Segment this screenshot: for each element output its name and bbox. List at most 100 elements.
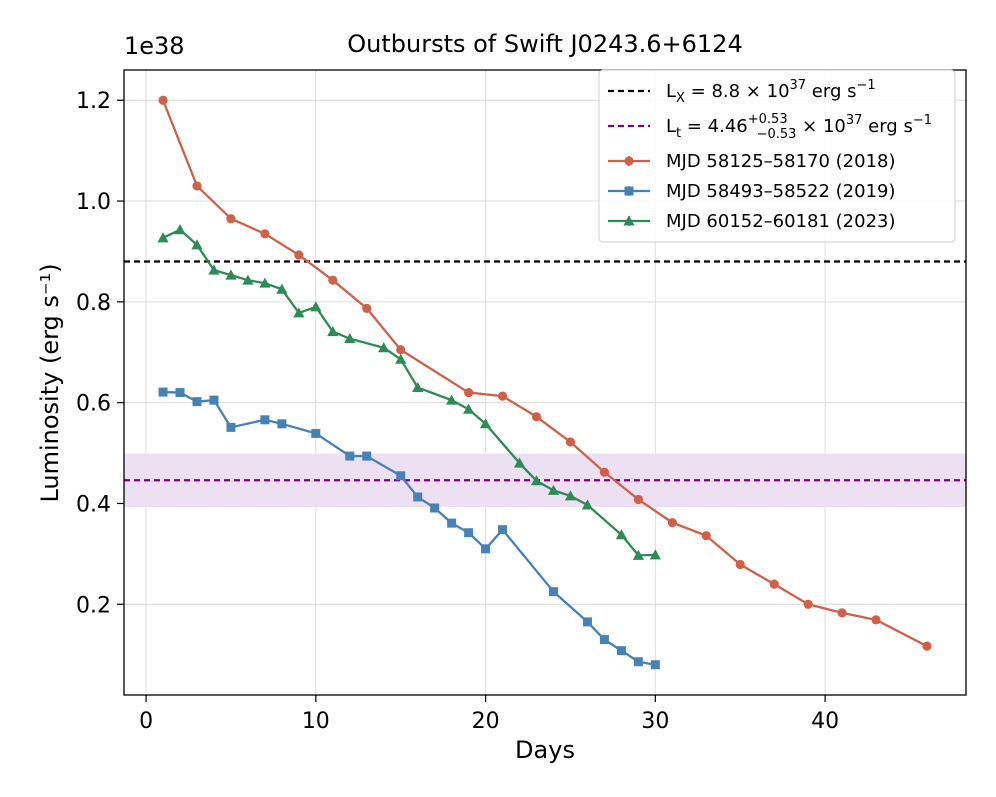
data-point-2 — [327, 325, 339, 337]
data-point-0 — [735, 559, 745, 570]
axis-ticks: 0 10 20 30 40 0.2 0.4 0.6 0.8 1.0 1.2 — [76, 89, 839, 734]
data-point-2 — [412, 381, 424, 393]
legend-lt-unit-exp: −1 — [913, 113, 932, 128]
data-point-1 — [277, 419, 287, 429]
series-2 — [157, 224, 661, 560]
legend-lx-sub: X — [676, 91, 685, 106]
legend-lx-eq: = 8.8 × 10 — [685, 81, 790, 102]
legend-series-label: MJD 58125–58170 (2018) — [666, 151, 896, 172]
legend-lt-minus: −0.53 — [757, 127, 797, 142]
data-point-1 — [464, 528, 474, 538]
chart-title: Outbursts of Swift J0243.6+6124 — [347, 30, 742, 58]
data-point-2 — [581, 499, 594, 510]
legend-lx-unit: erg s — [806, 81, 856, 102]
data-point-2 — [208, 264, 220, 275]
data-point-0 — [396, 345, 406, 355]
data-point-1 — [192, 397, 202, 407]
data-point-1 — [599, 635, 609, 645]
data-point-1 — [345, 451, 355, 461]
legend-lt-label: Lt = 4.46+0.53 −0.53 × 1037 erg s−1 — [666, 112, 932, 142]
data-point-0 — [803, 599, 813, 609]
data-point-1 — [447, 518, 457, 528]
data-point-2 — [378, 342, 390, 353]
x-tick-label: 20 — [472, 709, 500, 734]
y-tick-label: 0.4 — [76, 492, 111, 517]
data-point-0 — [531, 412, 542, 422]
data-point-2 — [293, 307, 305, 318]
x-tick-label: 40 — [811, 709, 839, 734]
data-point-1 — [498, 525, 508, 535]
legend: LX = 8.8 × 1037 erg s−1 Lt = 4.46+0.53 −0… — [598, 69, 956, 243]
data-point-0 — [769, 579, 779, 589]
data-point-0 — [837, 608, 847, 618]
legend-lt-sub: t — [676, 126, 681, 141]
data-point-1 — [582, 617, 592, 627]
data-point-1 — [396, 471, 406, 481]
legend-lt-mult: × 10 — [796, 116, 845, 137]
legend-series-label: MJD 58493–58522 (2019) — [666, 181, 896, 202]
data-point-2 — [344, 333, 356, 344]
data-point-2 — [395, 353, 407, 364]
data-point-1 — [413, 492, 423, 502]
data-point-1 — [158, 387, 168, 397]
data-point-0 — [294, 250, 304, 260]
data-point-2 — [632, 549, 644, 560]
legend-marker — [624, 156, 634, 166]
data-point-1 — [548, 587, 558, 597]
y-tick-label: 1.2 — [76, 89, 111, 114]
data-point-1 — [362, 451, 372, 461]
data-point-1 — [650, 660, 660, 670]
x-tick-label: 10 — [302, 709, 330, 734]
y-tick-label: 0.8 — [76, 291, 111, 316]
data-point-2 — [259, 277, 271, 288]
data-point-0 — [192, 181, 202, 191]
legend-lx-label: LX = 8.8 × 1037 erg s−1 — [666, 78, 876, 106]
series-line-0 — [161, 99, 928, 648]
data-point-0 — [701, 531, 711, 541]
data-point-0 — [565, 437, 576, 447]
data-point-0 — [328, 275, 338, 285]
y-axis-label: Luminosity (erg s⁻¹) — [36, 263, 64, 502]
data-point-0 — [362, 303, 372, 314]
data-point-1 — [616, 646, 626, 656]
data-point-2 — [530, 475, 543, 486]
data-point-2 — [191, 239, 203, 250]
legend-lt-sym: L — [666, 116, 676, 137]
legend-lt-plus: +0.53 — [748, 112, 788, 127]
data-point-2 — [615, 529, 627, 540]
data-point-0 — [599, 467, 610, 477]
legend-lt-exp: 37 — [846, 113, 863, 128]
data-point-2 — [649, 549, 661, 560]
data-point-0 — [633, 494, 643, 505]
legend-lx-unit-exp: −1 — [856, 78, 875, 93]
legend-marker — [623, 215, 635, 226]
legend-lx-sym: L — [666, 81, 676, 102]
data-point-0 — [667, 518, 677, 528]
data-point-0 — [922, 641, 932, 651]
series-1 — [158, 387, 660, 670]
y-tick-label: 0.6 — [76, 392, 111, 417]
x-tick-label: 0 — [139, 709, 153, 734]
legend-lx-exp: 37 — [790, 78, 807, 93]
series-0 — [158, 95, 932, 651]
series-group — [157, 95, 932, 670]
data-point-0 — [260, 229, 270, 239]
data-point-2 — [174, 224, 186, 235]
data-point-2 — [157, 232, 169, 243]
data-point-1 — [481, 544, 491, 554]
data-point-1 — [430, 503, 440, 513]
data-point-0 — [226, 214, 236, 224]
data-point-1 — [175, 388, 185, 398]
plot-frame — [123, 69, 967, 696]
data-point-2 — [564, 490, 577, 501]
data-point-1 — [209, 395, 219, 405]
legend-box — [598, 69, 956, 243]
data-point-1 — [311, 428, 321, 438]
data-point-2 — [513, 457, 526, 468]
y-tick-label: 1.0 — [76, 190, 111, 215]
data-point-0 — [158, 95, 168, 105]
x-axis-label: Days — [515, 736, 575, 764]
data-point-1 — [633, 657, 643, 667]
legend-lt-unit: erg s — [862, 116, 912, 137]
